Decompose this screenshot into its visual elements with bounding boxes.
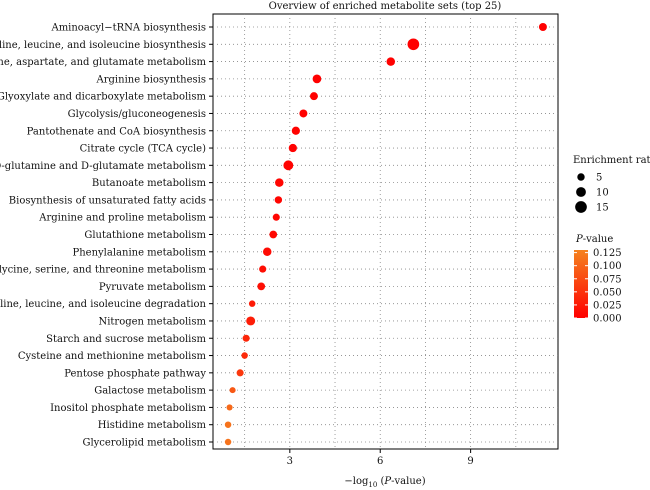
category-label: Glycolysis/gluconeogenesis xyxy=(68,109,206,120)
data-point xyxy=(257,282,266,291)
category-label: Galactose metabolism xyxy=(94,386,206,397)
colorbar-label: 0.075 xyxy=(593,274,622,285)
chart-title: Overview of enriched metabolite sets (to… xyxy=(269,1,502,12)
data-point xyxy=(226,404,233,411)
category-label: Pentose phosphate pathway xyxy=(64,368,206,379)
category-label: Histidine metabolism xyxy=(98,420,207,431)
data-point xyxy=(407,38,420,51)
category-label: Pyruvate metabolism xyxy=(99,282,207,293)
category-label: Valine, leucine, and isoleucine biosynth… xyxy=(0,40,206,51)
data-point xyxy=(242,334,250,342)
data-point xyxy=(299,109,308,118)
data-point xyxy=(312,74,322,84)
category-label: Pantothenate and CoA biosynthesis xyxy=(27,126,206,137)
category-label: Glutathione metabolism xyxy=(84,230,206,241)
colorbar-label: 0.100 xyxy=(593,261,622,272)
x-tick-label: 9 xyxy=(467,456,473,467)
color-legend-title: P-value xyxy=(575,234,613,245)
category-label: Glyoxylate and dicarboxylate metabolism xyxy=(0,92,207,103)
data-point xyxy=(241,352,248,359)
size-legend-label: 5 xyxy=(596,173,602,184)
data-point xyxy=(236,369,244,377)
data-point xyxy=(291,126,300,135)
category-label: Glycerolipid metabolism xyxy=(82,438,206,449)
data-point xyxy=(272,213,280,221)
category-label: Alanine, aspartate, and glutamate metabo… xyxy=(0,57,207,68)
data-point xyxy=(274,196,283,204)
data-point xyxy=(224,421,232,428)
data-point xyxy=(248,300,256,307)
data-point xyxy=(386,57,396,66)
size-legend-dot xyxy=(577,173,585,181)
x-tick-label: 6 xyxy=(377,456,383,467)
category-label: Nitrogen metabolism xyxy=(98,316,206,327)
x-axis: 3 6 9 xyxy=(287,449,474,467)
category-label: Cysteine and methionine metabolism xyxy=(18,351,207,362)
category-label: Arginine and proline metabolism xyxy=(38,213,206,224)
category-label: Starch and sucrose metabolism xyxy=(46,334,206,345)
data-point xyxy=(229,387,236,394)
x-tick-label: 3 xyxy=(287,456,293,467)
data-point xyxy=(246,316,256,326)
colorbar-label: 0.125 xyxy=(593,248,622,259)
plot-panel xyxy=(212,13,559,450)
category-label: Butanoate metabolism xyxy=(92,178,207,189)
category-label: Aminoacyl−tRNA biosynthesis xyxy=(50,23,206,34)
size-legend: Enrichment ratio 5 10 15 xyxy=(573,155,650,214)
colorbar-label: 0.050 xyxy=(593,287,622,298)
category-label: Citrate cycle (TCA cycle) xyxy=(80,144,206,155)
category-label: Inositol phosphate metabolism xyxy=(50,403,206,414)
data-point xyxy=(269,230,278,239)
data-point xyxy=(262,247,272,257)
color-legend: P-value 0.125 0.100 0.075 0.050 0.025 0.000 xyxy=(574,234,622,325)
data-point xyxy=(275,178,284,187)
size-legend-label: 15 xyxy=(596,203,609,214)
data-point xyxy=(538,23,547,31)
data-point xyxy=(288,143,297,153)
data-point xyxy=(224,438,232,446)
x-axis-label: −log10 (P-value) xyxy=(344,476,425,489)
category-labels: Aminoacyl−tRNA biosynthesis Valine, leuci… xyxy=(0,23,213,449)
colorbar-label: 0.000 xyxy=(593,314,622,325)
category-label: D-glutamine and D-glutamate metabolism xyxy=(0,161,207,172)
colorbar-label: 0.025 xyxy=(593,300,622,311)
size-legend-title: Enrichment ratio xyxy=(573,155,650,166)
data-point xyxy=(283,160,294,171)
data-points xyxy=(224,23,547,446)
size-legend-dot xyxy=(575,201,587,213)
size-legend-label: 10 xyxy=(596,188,609,199)
color-bar xyxy=(574,250,588,318)
category-label: Arginine biosynthesis xyxy=(96,74,206,85)
size-legend-dot xyxy=(576,187,586,197)
category-label: Phenylalanine metabolism xyxy=(73,247,207,258)
category-label: Valine, leucine, and isoleucine degradat… xyxy=(0,299,207,310)
category-label: Glycine, serine, and threonine metabolis… xyxy=(0,265,207,276)
data-point xyxy=(309,92,318,101)
grid-layer xyxy=(213,14,558,449)
data-point xyxy=(259,265,267,273)
category-label: Biosynthesis of unsaturated fatty acids xyxy=(9,195,206,206)
